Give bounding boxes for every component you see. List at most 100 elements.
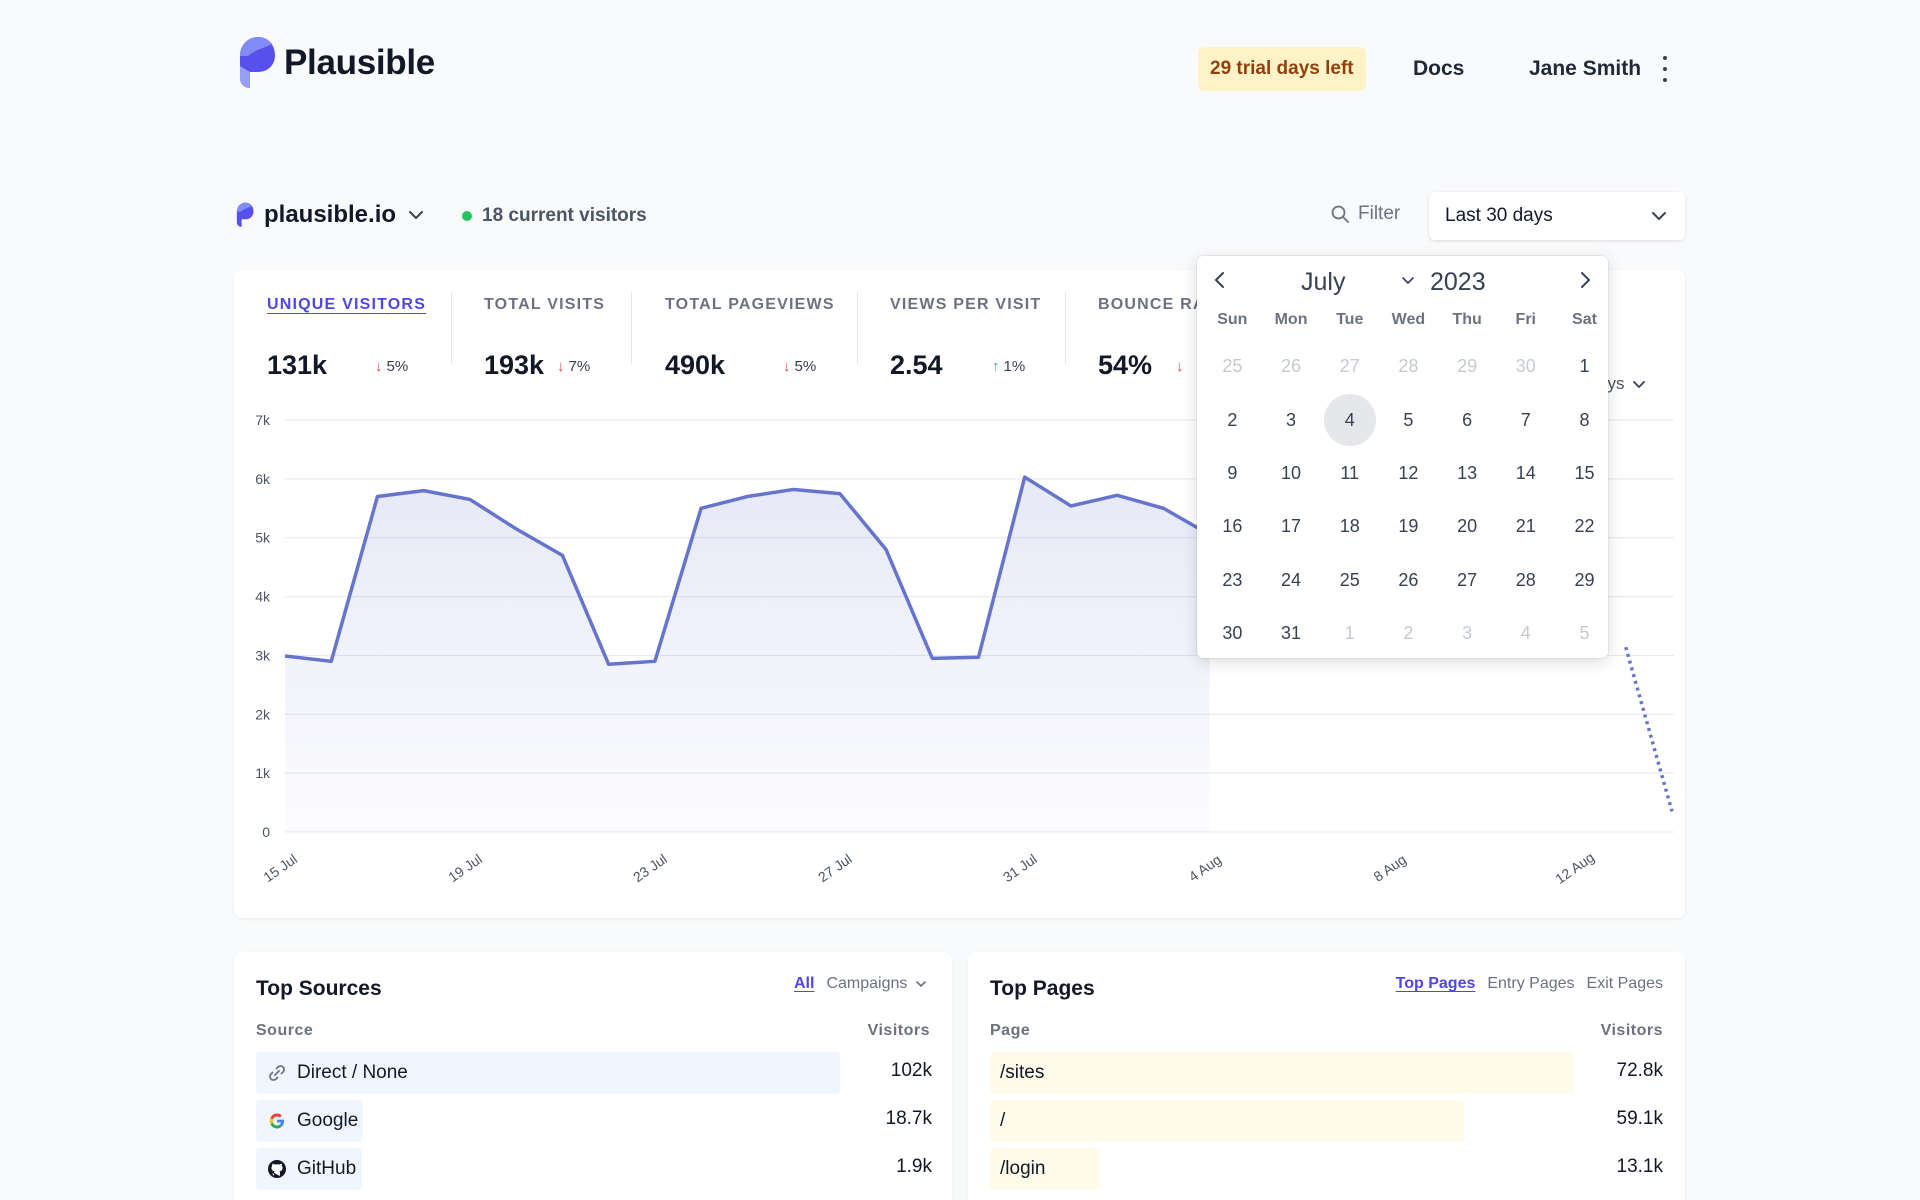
y-tick-label: 5k bbox=[255, 530, 271, 546]
row-label-text: / bbox=[1000, 1110, 1006, 1131]
tab-entry-pages[interactable]: Entry Pages bbox=[1487, 975, 1575, 992]
search-icon bbox=[1331, 205, 1349, 223]
row-label[interactable]: Google bbox=[266, 1110, 358, 1132]
tab-exit-pages[interactable]: Exit Pages bbox=[1586, 975, 1663, 992]
google-icon bbox=[266, 1110, 288, 1132]
calendar-day[interactable]: 24 bbox=[1281, 569, 1302, 590]
docs-link[interactable]: Docs bbox=[1413, 57, 1465, 80]
calendar-days[interactable]: 25 26 27 28 29 30 1 2 3 4 5 6 7 8 9 10 11 12 13 14 15 16 17 18 1… bbox=[1203, 340, 1614, 660]
calendar-month[interactable]: July bbox=[1301, 268, 1346, 296]
calendar-day[interactable]: 27 bbox=[1339, 356, 1360, 377]
calendar-day[interactable]: 30 bbox=[1515, 356, 1536, 377]
column-header-visitors: Visitors bbox=[1600, 1022, 1663, 1039]
calendar-day-selected[interactable]: 4 bbox=[1320, 393, 1379, 447]
list-row[interactable]: Google bbox=[256, 1100, 960, 1142]
calendar-day[interactable]: 8 bbox=[1579, 409, 1590, 430]
calendar-day[interactable]: 11 bbox=[1340, 462, 1360, 483]
arrow-down-icon: ↓ bbox=[375, 358, 383, 375]
calendar-day[interactable]: 14 bbox=[1515, 462, 1536, 483]
x-tick-label: 31 Jul bbox=[1000, 851, 1040, 886]
chevron-down-icon[interactable] bbox=[1401, 276, 1415, 286]
user-menu-name[interactable]: Jane Smith bbox=[1529, 57, 1642, 80]
row-label[interactable]: / bbox=[1000, 1110, 1005, 1132]
calendar-day[interactable]: 10 bbox=[1281, 462, 1302, 483]
metric-bounce-rate[interactable]: BOUNCE RA 54% ↓ bbox=[1098, 296, 1206, 380]
arrow-up-icon: ↑ bbox=[992, 358, 1000, 375]
row-label[interactable]: GitHub bbox=[266, 1158, 356, 1180]
list-row[interactable]: / bbox=[990, 1100, 1694, 1142]
row-label[interactable]: /login bbox=[1000, 1158, 1045, 1180]
calendar-day[interactable]: 28 bbox=[1398, 356, 1419, 377]
row-label[interactable]: Direct / None bbox=[266, 1062, 408, 1084]
calendar-day[interactable]: 22 bbox=[1574, 516, 1595, 537]
chevron-left-icon[interactable] bbox=[1211, 270, 1229, 290]
arrow-down-icon: ↓ bbox=[783, 358, 791, 375]
tab-top-pages[interactable]: Top Pages bbox=[1395, 975, 1476, 992]
calendar-day[interactable]: 27 bbox=[1457, 569, 1478, 590]
tab-all[interactable]: All bbox=[794, 975, 815, 992]
metric-change-value: 5% bbox=[794, 358, 817, 375]
calendar-day[interactable]: 4 bbox=[1520, 623, 1531, 644]
brand-logo[interactable]: Plausible bbox=[234, 36, 435, 90]
trial-badge[interactable]: 29 trial days left bbox=[1198, 47, 1366, 91]
metric-total-pageviews[interactable]: TOTAL PAGEVIEWS 490k ↓ 5% bbox=[665, 296, 835, 380]
calendar-day[interactable]: 19 bbox=[1398, 516, 1419, 537]
calendar-day[interactable]: 3 bbox=[1286, 409, 1297, 430]
calendar-day[interactable]: 12 bbox=[1398, 462, 1419, 483]
tab-campaigns[interactable]: Campaigns bbox=[826, 975, 908, 992]
calendar-day[interactable]: 23 bbox=[1222, 569, 1243, 590]
calendar-day[interactable]: 29 bbox=[1457, 356, 1478, 377]
list-row[interactable]: GitHub bbox=[256, 1148, 960, 1190]
list-row[interactable]: /sites bbox=[990, 1052, 1694, 1094]
live-indicator-icon bbox=[462, 211, 472, 221]
metric-views-per-visit[interactable]: VIEWS PER VISIT 2.54 ↑ 1% bbox=[890, 296, 1041, 380]
row-value: 59.1k bbox=[1616, 1108, 1663, 1129]
x-tick-label: 4 Aug bbox=[1186, 851, 1225, 885]
row-label[interactable]: /sites bbox=[1000, 1062, 1044, 1084]
chevron-right-icon[interactable] bbox=[1576, 270, 1594, 290]
row-share-bar bbox=[256, 1052, 840, 1094]
y-tick-label: 4k bbox=[255, 589, 271, 605]
card-title: Top Pages bbox=[990, 977, 1095, 1000]
calendar-day[interactable]: 26 bbox=[1281, 356, 1302, 377]
calendar-day[interactable]: 29 bbox=[1574, 569, 1595, 590]
calendar-day[interactable]: 26 bbox=[1398, 569, 1419, 590]
calendar-day[interactable]: 13 bbox=[1457, 462, 1478, 483]
calendar-day[interactable]: 17 bbox=[1281, 516, 1302, 537]
filter-button[interactable]: Filter bbox=[1330, 203, 1400, 225]
list-row[interactable]: /login bbox=[990, 1148, 1694, 1190]
calendar-day[interactable]: 9 bbox=[1227, 462, 1238, 483]
row-label-text: /login bbox=[1000, 1158, 1046, 1179]
calendar-day[interactable]: 20 bbox=[1457, 516, 1478, 537]
date-picker[interactable]: July 2023 Sun Mon Tue Wed Thu Fri Sat 25 26 27 28… bbox=[1197, 256, 1608, 658]
calendar-day[interactable]: 28 bbox=[1515, 569, 1536, 590]
metric-total-visits[interactable]: TOTAL VISITS 193k ↓ 7% bbox=[484, 296, 605, 380]
calendar-day[interactable]: 7 bbox=[1520, 409, 1531, 430]
calendar-year[interactable]: 2023 bbox=[1430, 268, 1486, 296]
calendar-day[interactable]: 2 bbox=[1403, 623, 1414, 644]
calendar-day[interactable]: 1 bbox=[1579, 356, 1590, 377]
current-visitors[interactable]: 18 current visitors bbox=[462, 205, 647, 227]
calendar-day[interactable]: 1 bbox=[1344, 623, 1355, 644]
calendar-day[interactable]: 25 bbox=[1222, 356, 1243, 377]
calendar-day[interactable]: 25 bbox=[1339, 569, 1360, 590]
list-row[interactable]: Direct / None bbox=[256, 1052, 960, 1094]
calendar-day[interactable]: 5 bbox=[1403, 409, 1414, 430]
metric-unique-visitors[interactable]: UNIQUE VISITORS 131k ↓ 5% bbox=[267, 296, 426, 380]
calendar-day[interactable]: 18 bbox=[1339, 516, 1360, 537]
row-label-text: /sites bbox=[1000, 1062, 1045, 1083]
calendar-day[interactable]: 15 bbox=[1574, 462, 1595, 483]
calendar-day[interactable]: 2 bbox=[1227, 409, 1238, 430]
more-options-icon[interactable] bbox=[1655, 56, 1675, 82]
chevron-down-icon[interactable] bbox=[915, 980, 927, 988]
series-area bbox=[285, 477, 1210, 832]
site-switcher[interactable]: plausible.io bbox=[234, 201, 424, 229]
calendar-day[interactable]: 3 bbox=[1462, 623, 1473, 644]
calendar-day[interactable]: 5 bbox=[1579, 623, 1590, 644]
calendar-day[interactable]: 31 bbox=[1281, 623, 1302, 644]
calendar-day[interactable]: 6 bbox=[1462, 409, 1473, 430]
calendar-day[interactable]: 30 bbox=[1222, 623, 1243, 644]
calendar-day[interactable]: 16 bbox=[1222, 516, 1243, 537]
period-select[interactable]: Last 30 days bbox=[1429, 192, 1685, 240]
calendar-day[interactable]: 21 bbox=[1515, 516, 1536, 537]
